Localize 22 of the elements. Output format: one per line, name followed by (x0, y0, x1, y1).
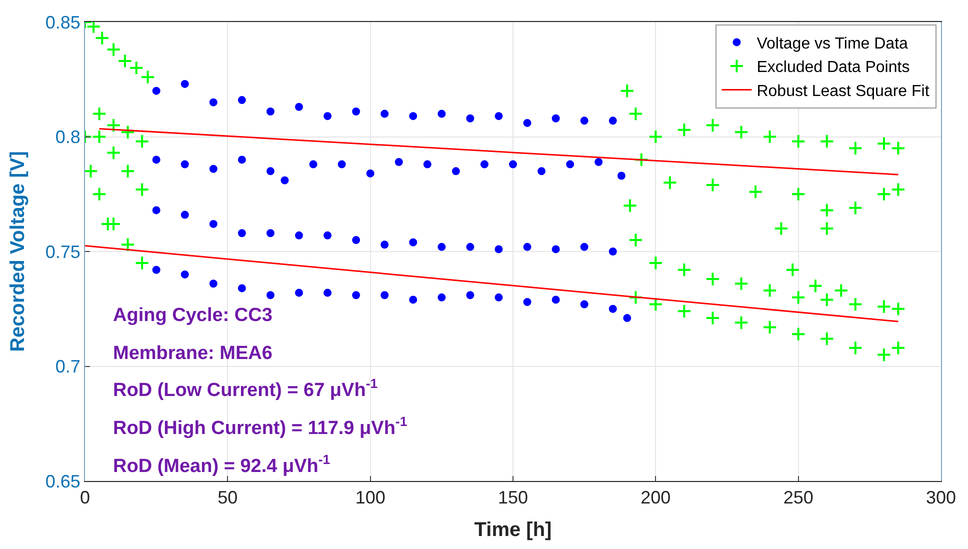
y-tick-label: 0.75 (45, 242, 80, 262)
legend-label: Excluded Data Points (756, 59, 910, 76)
y-tick-label: 0.85 (45, 12, 80, 32)
y-tick-label: 0.8 (55, 127, 80, 148)
x-tick-label: 100 (355, 488, 386, 508)
x-tick-label: 300 (926, 488, 956, 508)
legend-label: Voltage vs Time Data (756, 35, 908, 52)
annotation: RoD (Low Current) = 67 μVh$^{-1}$ (113, 376, 378, 401)
y-tick-label: 0.65 (45, 471, 80, 492)
y-axis-title: Recorded Voltage [V] (6, 151, 29, 352)
x-tick-label: 250 (783, 488, 814, 508)
x-tick-label: 0 (80, 488, 90, 508)
annotation: Membrane: MEA6 (113, 343, 272, 364)
legend-label: Robust Least Square Fit (756, 83, 930, 100)
x-tick-label: 50 (218, 488, 238, 508)
y-tick-label: 0.7 (55, 356, 80, 377)
x-axis-title: Time [h] (474, 519, 552, 542)
annotation: RoD (High Current) = 117.9 μVh$^{-1}$ (113, 414, 408, 439)
annotation: Aging Cycle: CC3 (113, 305, 272, 326)
x-tick-label: 150 (498, 488, 528, 508)
annotation: RoD (Mean) = 92.4 μVh$^{-1}$ (113, 452, 331, 477)
x-tick-label: 200 (640, 488, 671, 508)
